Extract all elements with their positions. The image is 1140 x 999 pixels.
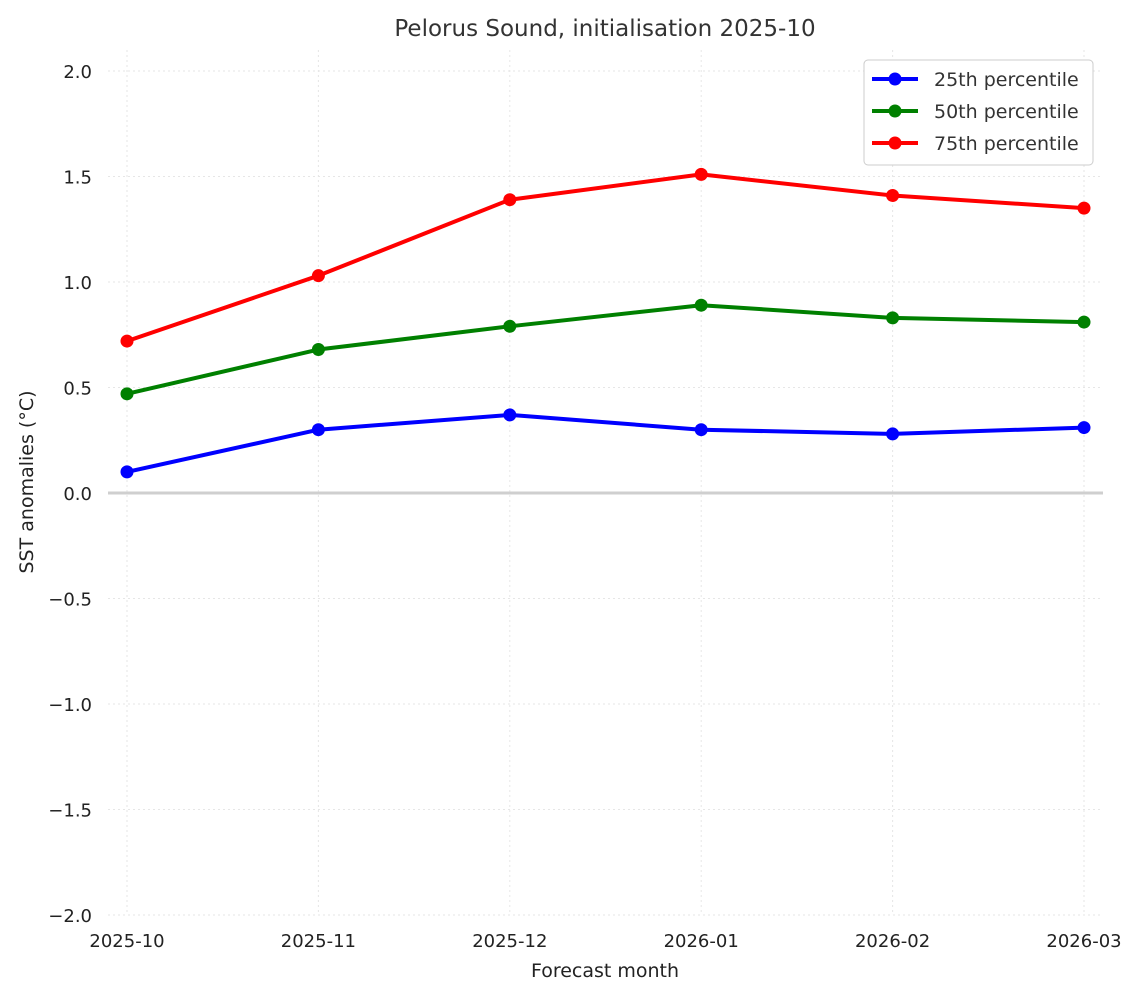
y-tick-label: −1.0 <box>48 695 92 716</box>
legend-entry: 25th percentile <box>872 69 1079 91</box>
legend-point-marker <box>888 72 902 86</box>
legend-point-marker <box>888 136 902 150</box>
data-point <box>120 465 134 479</box>
x-tick-label: 2025-10 <box>89 931 164 952</box>
data-point <box>694 423 708 437</box>
data-point <box>120 334 134 348</box>
y-tick-label: −2.0 <box>48 906 92 927</box>
legend-label: 50th percentile <box>934 101 1079 123</box>
x-tick-label: 2025-11 <box>281 931 356 952</box>
series-line <box>126 412 1085 474</box>
data-point <box>503 319 517 333</box>
series-75th-percentile <box>120 167 1091 348</box>
data-point <box>503 193 517 207</box>
series-group <box>120 167 1091 479</box>
x-tick-label: 2026-01 <box>664 931 739 952</box>
legend-entry: 50th percentile <box>872 101 1079 123</box>
data-point <box>694 167 708 181</box>
data-point <box>503 408 517 422</box>
data-point <box>1077 315 1091 329</box>
data-point <box>694 298 708 312</box>
legend: 25th percentile 50th percentile 75th perce… <box>863 59 1094 166</box>
series-line <box>126 303 1085 396</box>
data-point <box>886 427 900 441</box>
x-tick-label: 2026-02 <box>855 931 930 952</box>
data-point <box>886 188 900 202</box>
data-point <box>311 343 325 357</box>
data-point <box>1077 421 1091 435</box>
legend-label: 75th percentile <box>934 133 1079 155</box>
series-25th-percentile <box>120 408 1091 479</box>
x-axis-ticks: 2025-10 2025-11 2025-12 2026-01 2026-02 2026-… <box>89 931 1121 952</box>
legend-entry: 75th percentile <box>872 133 1079 155</box>
data-point <box>311 269 325 283</box>
y-axis-ticks: −2.0 −1.5 −1.0 −0.5 0.0 0.5 1.0 1.5 2.0 <box>48 62 92 927</box>
chart-title: Pelorus Sound, initialisation 2025-10 <box>394 16 815 42</box>
y-tick-label: 0.0 <box>63 484 92 505</box>
y-tick-label: −0.5 <box>48 590 92 611</box>
series-50th-percentile <box>120 298 1091 401</box>
data-point <box>311 423 325 437</box>
x-tick-label: 2025-12 <box>472 931 547 952</box>
x-axis-label: Forecast month <box>531 960 679 982</box>
legend-point-marker <box>888 104 902 118</box>
y-tick-label: −1.5 <box>48 801 92 822</box>
y-tick-label: 1.5 <box>63 168 92 189</box>
data-point <box>120 387 134 401</box>
y-tick-label: 0.5 <box>63 379 92 400</box>
data-point <box>1077 201 1091 215</box>
y-tick-label: 1.0 <box>63 273 92 294</box>
y-tick-label: 2.0 <box>63 62 92 83</box>
grid <box>108 50 1103 916</box>
legend-box <box>863 59 1094 166</box>
data-point <box>886 311 900 325</box>
x-tick-label: 2026-03 <box>1046 931 1121 952</box>
legend-label: 25th percentile <box>934 69 1079 91</box>
series-line <box>126 172 1085 343</box>
y-axis-label: SST anomalies (°C) <box>16 390 38 573</box>
